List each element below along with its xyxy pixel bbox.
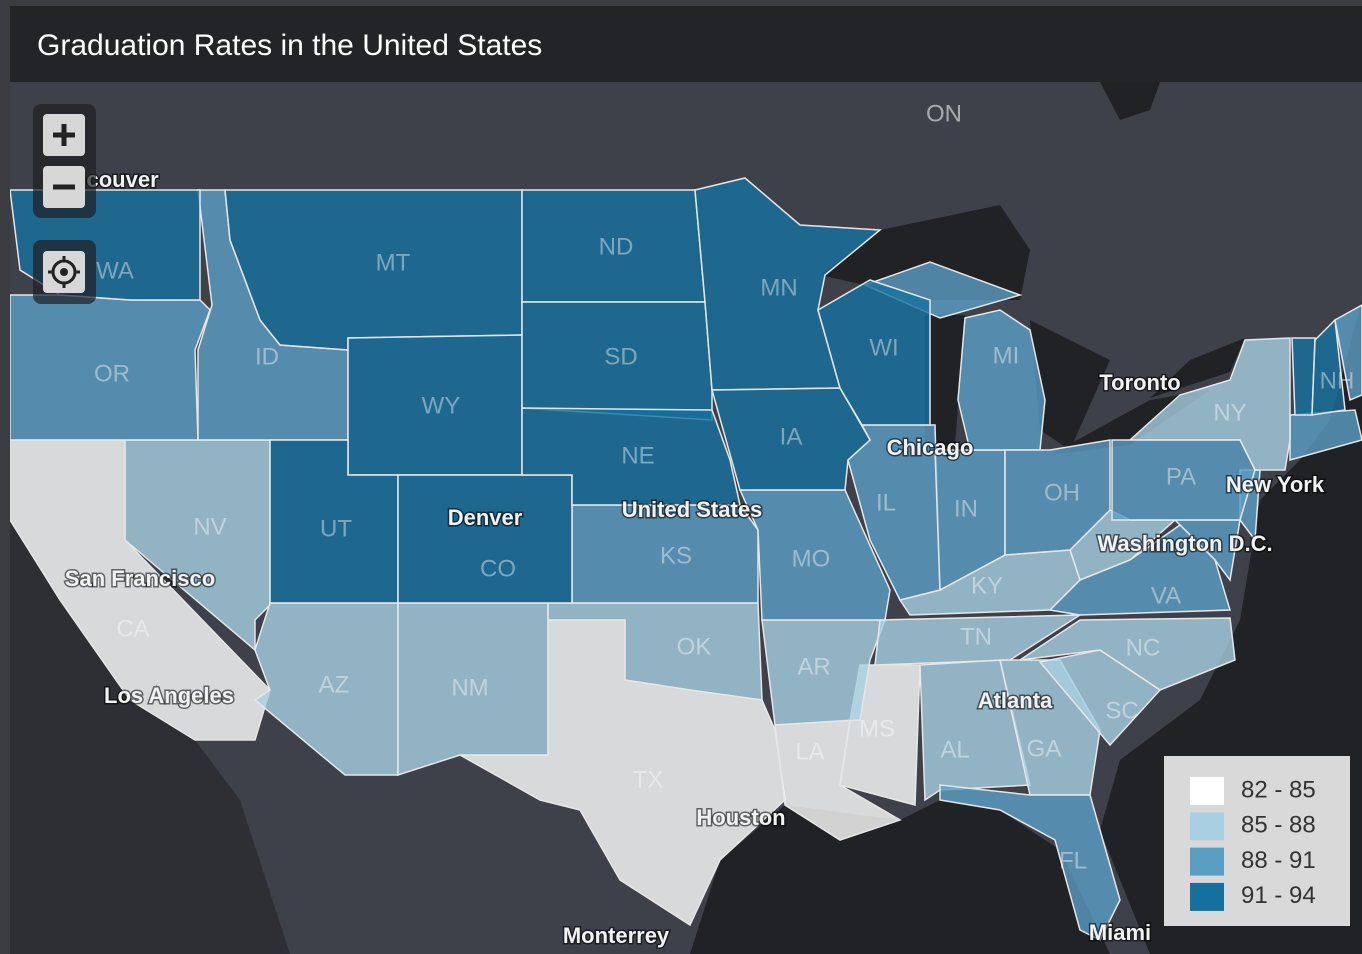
state-label: NV <box>193 513 226 540</box>
legend-swatch <box>1190 812 1224 841</box>
state-label: NH <box>1320 367 1355 394</box>
state <box>1048 524 1231 616</box>
lake <box>820 205 1030 300</box>
locate-icon <box>48 256 80 288</box>
map-area: CA TX LA MS NV AZ NM OK AR KY TN AL GA SC NC NY OR ID KS MO… <box>10 82 1362 954</box>
state-label: KS <box>660 542 692 569</box>
state <box>1291 337 1316 416</box>
state-label: WY <box>422 392 461 419</box>
state-label: OK <box>677 633 712 660</box>
state-label: CO <box>480 555 516 582</box>
place-label: Monterrey <box>563 923 670 948</box>
state <box>1004 439 1111 556</box>
state-label: TX <box>633 766 664 793</box>
state <box>521 407 741 506</box>
states-layer <box>10 177 1362 942</box>
state-label: UT <box>320 515 352 542</box>
state-label: PA <box>1166 463 1196 490</box>
place-label: Washington D.C. <box>1097 531 1272 556</box>
state <box>919 659 1031 802</box>
place-label: Denver <box>448 505 523 530</box>
lake <box>1030 320 1110 450</box>
legend-label: 91 - 94 <box>1241 882 1316 909</box>
state-label: MO <box>792 545 831 572</box>
state <box>397 474 573 604</box>
legend-label: 82 - 85 <box>1241 776 1316 803</box>
plus-icon <box>53 124 75 146</box>
legend-label: 85 - 88 <box>1241 812 1316 839</box>
state-label: KY <box>971 572 1003 599</box>
legend-swatch <box>1190 882 1224 911</box>
place-label: Los Angeles <box>104 683 234 708</box>
water <box>10 520 290 954</box>
state-label: FL <box>1059 847 1087 874</box>
state-label: ID <box>255 343 279 370</box>
state-label: SD <box>604 343 637 370</box>
place-label: Atlanta <box>978 688 1053 713</box>
state-label: MT <box>376 249 411 276</box>
state-label: MS <box>859 715 895 742</box>
state <box>224 189 523 351</box>
zoom-controls <box>33 104 96 304</box>
state-label: MI <box>993 342 1020 369</box>
lake <box>1150 338 1245 398</box>
state-label: IN <box>954 495 978 522</box>
place-label: New York <box>1226 472 1325 497</box>
lake <box>925 315 965 445</box>
state <box>1019 617 1236 691</box>
legend-label: 88 - 91 <box>1241 847 1316 874</box>
state-label: IL <box>876 489 896 516</box>
legend-swatch <box>1190 847 1224 876</box>
state <box>957 309 1046 451</box>
state <box>521 301 713 421</box>
legend-swatch <box>1190 777 1224 805</box>
state <box>547 602 763 701</box>
state <box>817 279 931 426</box>
state-label: NM <box>451 674 488 701</box>
place-label: Houston <box>696 805 785 830</box>
place-label: San Francisco <box>65 566 215 591</box>
place-label: Toronto <box>1099 370 1180 395</box>
state-label: TN <box>960 623 992 650</box>
state-label: AR <box>797 653 830 680</box>
state <box>1334 304 1362 402</box>
state-label: WA <box>96 257 134 284</box>
state-label: LA <box>795 738 824 765</box>
place-label: Miami <box>1089 920 1151 945</box>
state-label: WI <box>869 334 898 361</box>
state-label: CA <box>116 615 149 642</box>
state <box>939 784 1121 942</box>
region-label: ON <box>926 100 962 127</box>
place-label: United States <box>622 497 763 522</box>
locate-icon <box>60 268 68 276</box>
state <box>694 177 882 391</box>
state-label: ND <box>599 233 634 260</box>
lake <box>1100 82 1160 120</box>
state-label: GA <box>1027 735 1062 762</box>
state-label: MN <box>760 274 797 301</box>
state-label: NE <box>621 442 654 469</box>
map-title: Graduation Rates in the United States <box>37 29 542 62</box>
state-label: OR <box>94 360 130 387</box>
state-label: AL <box>940 736 969 763</box>
state-label: OH <box>1044 479 1080 506</box>
state-label: AZ <box>319 671 350 698</box>
title-bar <box>10 6 1362 82</box>
state <box>1111 439 1256 521</box>
state-label: SC <box>1105 697 1138 724</box>
state-label: NC <box>1126 634 1161 661</box>
state-label: IA <box>780 423 803 450</box>
state <box>1311 318 1346 416</box>
state-label: VA <box>1151 582 1181 609</box>
water <box>690 800 1110 954</box>
state-label: NY <box>1213 399 1246 426</box>
legend: 82 - 85 85 - 88 88 - 91 91 - 94 <box>1164 756 1350 926</box>
place-label: Chicago <box>887 435 974 460</box>
